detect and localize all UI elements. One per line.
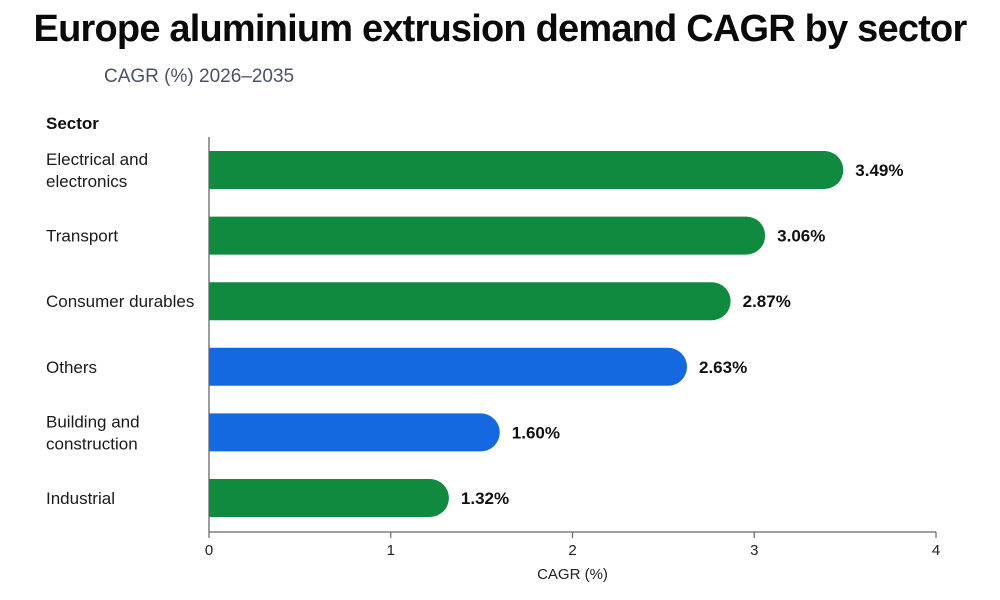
x-tick-label: 1 bbox=[387, 542, 395, 559]
bar bbox=[209, 479, 449, 517]
category-label: Others bbox=[46, 358, 97, 377]
category-label: construction bbox=[46, 434, 138, 453]
bar bbox=[209, 413, 500, 452]
category-label: Industrial bbox=[46, 489, 115, 508]
x-tick-label: 4 bbox=[932, 542, 940, 559]
category-label: Electrical and bbox=[46, 150, 148, 169]
data-label: 2.87% bbox=[743, 292, 791, 311]
y-axis-title: Sector bbox=[46, 114, 99, 133]
category-label: electronics bbox=[46, 172, 127, 191]
category-label: Transport bbox=[46, 227, 118, 246]
bar bbox=[209, 151, 844, 189]
chart-title: Europe aluminium extrusion demand CAGR b… bbox=[33, 8, 968, 50]
x-tick-label: 3 bbox=[750, 542, 758, 559]
data-label: 3.49% bbox=[855, 161, 903, 180]
data-label: 3.06% bbox=[777, 227, 825, 246]
data-label: 1.60% bbox=[512, 423, 560, 442]
x-axis-title: CAGR (%) bbox=[537, 566, 608, 583]
bar bbox=[209, 216, 766, 255]
x-tick-label: 2 bbox=[568, 542, 576, 559]
data-label: 2.63% bbox=[699, 358, 747, 377]
category-label: Consumer durables bbox=[46, 292, 194, 311]
chart-subtitle: CAGR (%) 2026–2035 bbox=[104, 66, 295, 87]
category-label: Building and bbox=[46, 412, 140, 431]
data-label: 1.32% bbox=[461, 489, 509, 508]
x-tick-label: 0 bbox=[205, 542, 213, 559]
bar bbox=[209, 282, 731, 321]
bar bbox=[209, 347, 688, 386]
